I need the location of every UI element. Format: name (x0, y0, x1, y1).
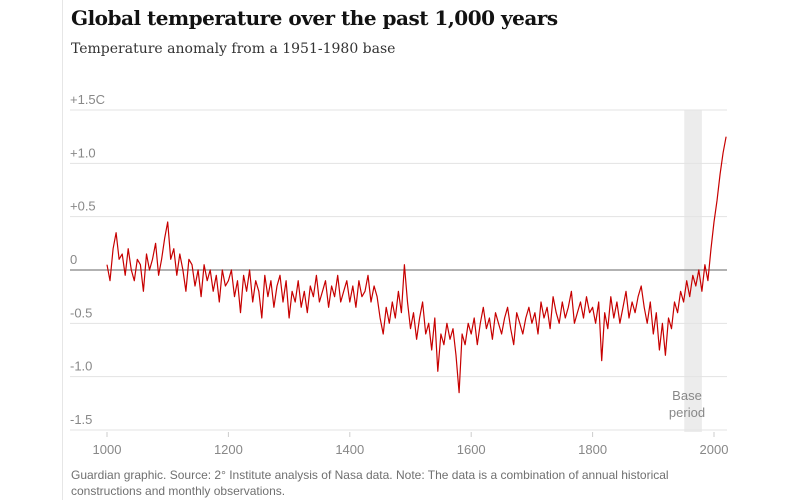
y-tick-label: +1.0 (70, 145, 96, 160)
y-tick-label: -0.5 (70, 305, 92, 320)
y-tick-label: +0.5 (70, 199, 96, 214)
left-border (62, 0, 63, 500)
x-tick-label: 2000 (700, 442, 729, 457)
x-tick-label: 1800 (578, 442, 607, 457)
chart-subtitle: Temperature anomaly from a 1951-1980 bas… (71, 41, 396, 57)
base-period-band (684, 110, 702, 432)
y-tick-label: -1.0 (70, 359, 92, 374)
x-tick-label: 1000 (93, 442, 122, 457)
y-tick-label: -1.5 (70, 412, 92, 427)
x-tick-label: 1400 (335, 442, 364, 457)
x-tick-label: 1600 (457, 442, 486, 457)
x-tick-label: 1200 (214, 442, 243, 457)
y-tick-label: 0 (70, 252, 77, 267)
base-period-label-line1: Base (672, 388, 702, 403)
base-period-label-line2: period (669, 405, 705, 420)
temperature-line (106, 136, 727, 394)
source-note: Guardian graphic. Source: 2° Institute a… (71, 468, 669, 498)
y-tick-label: +1.5C (70, 92, 105, 107)
chart-title: Global temperature over the past 1,000 y… (71, 6, 558, 30)
